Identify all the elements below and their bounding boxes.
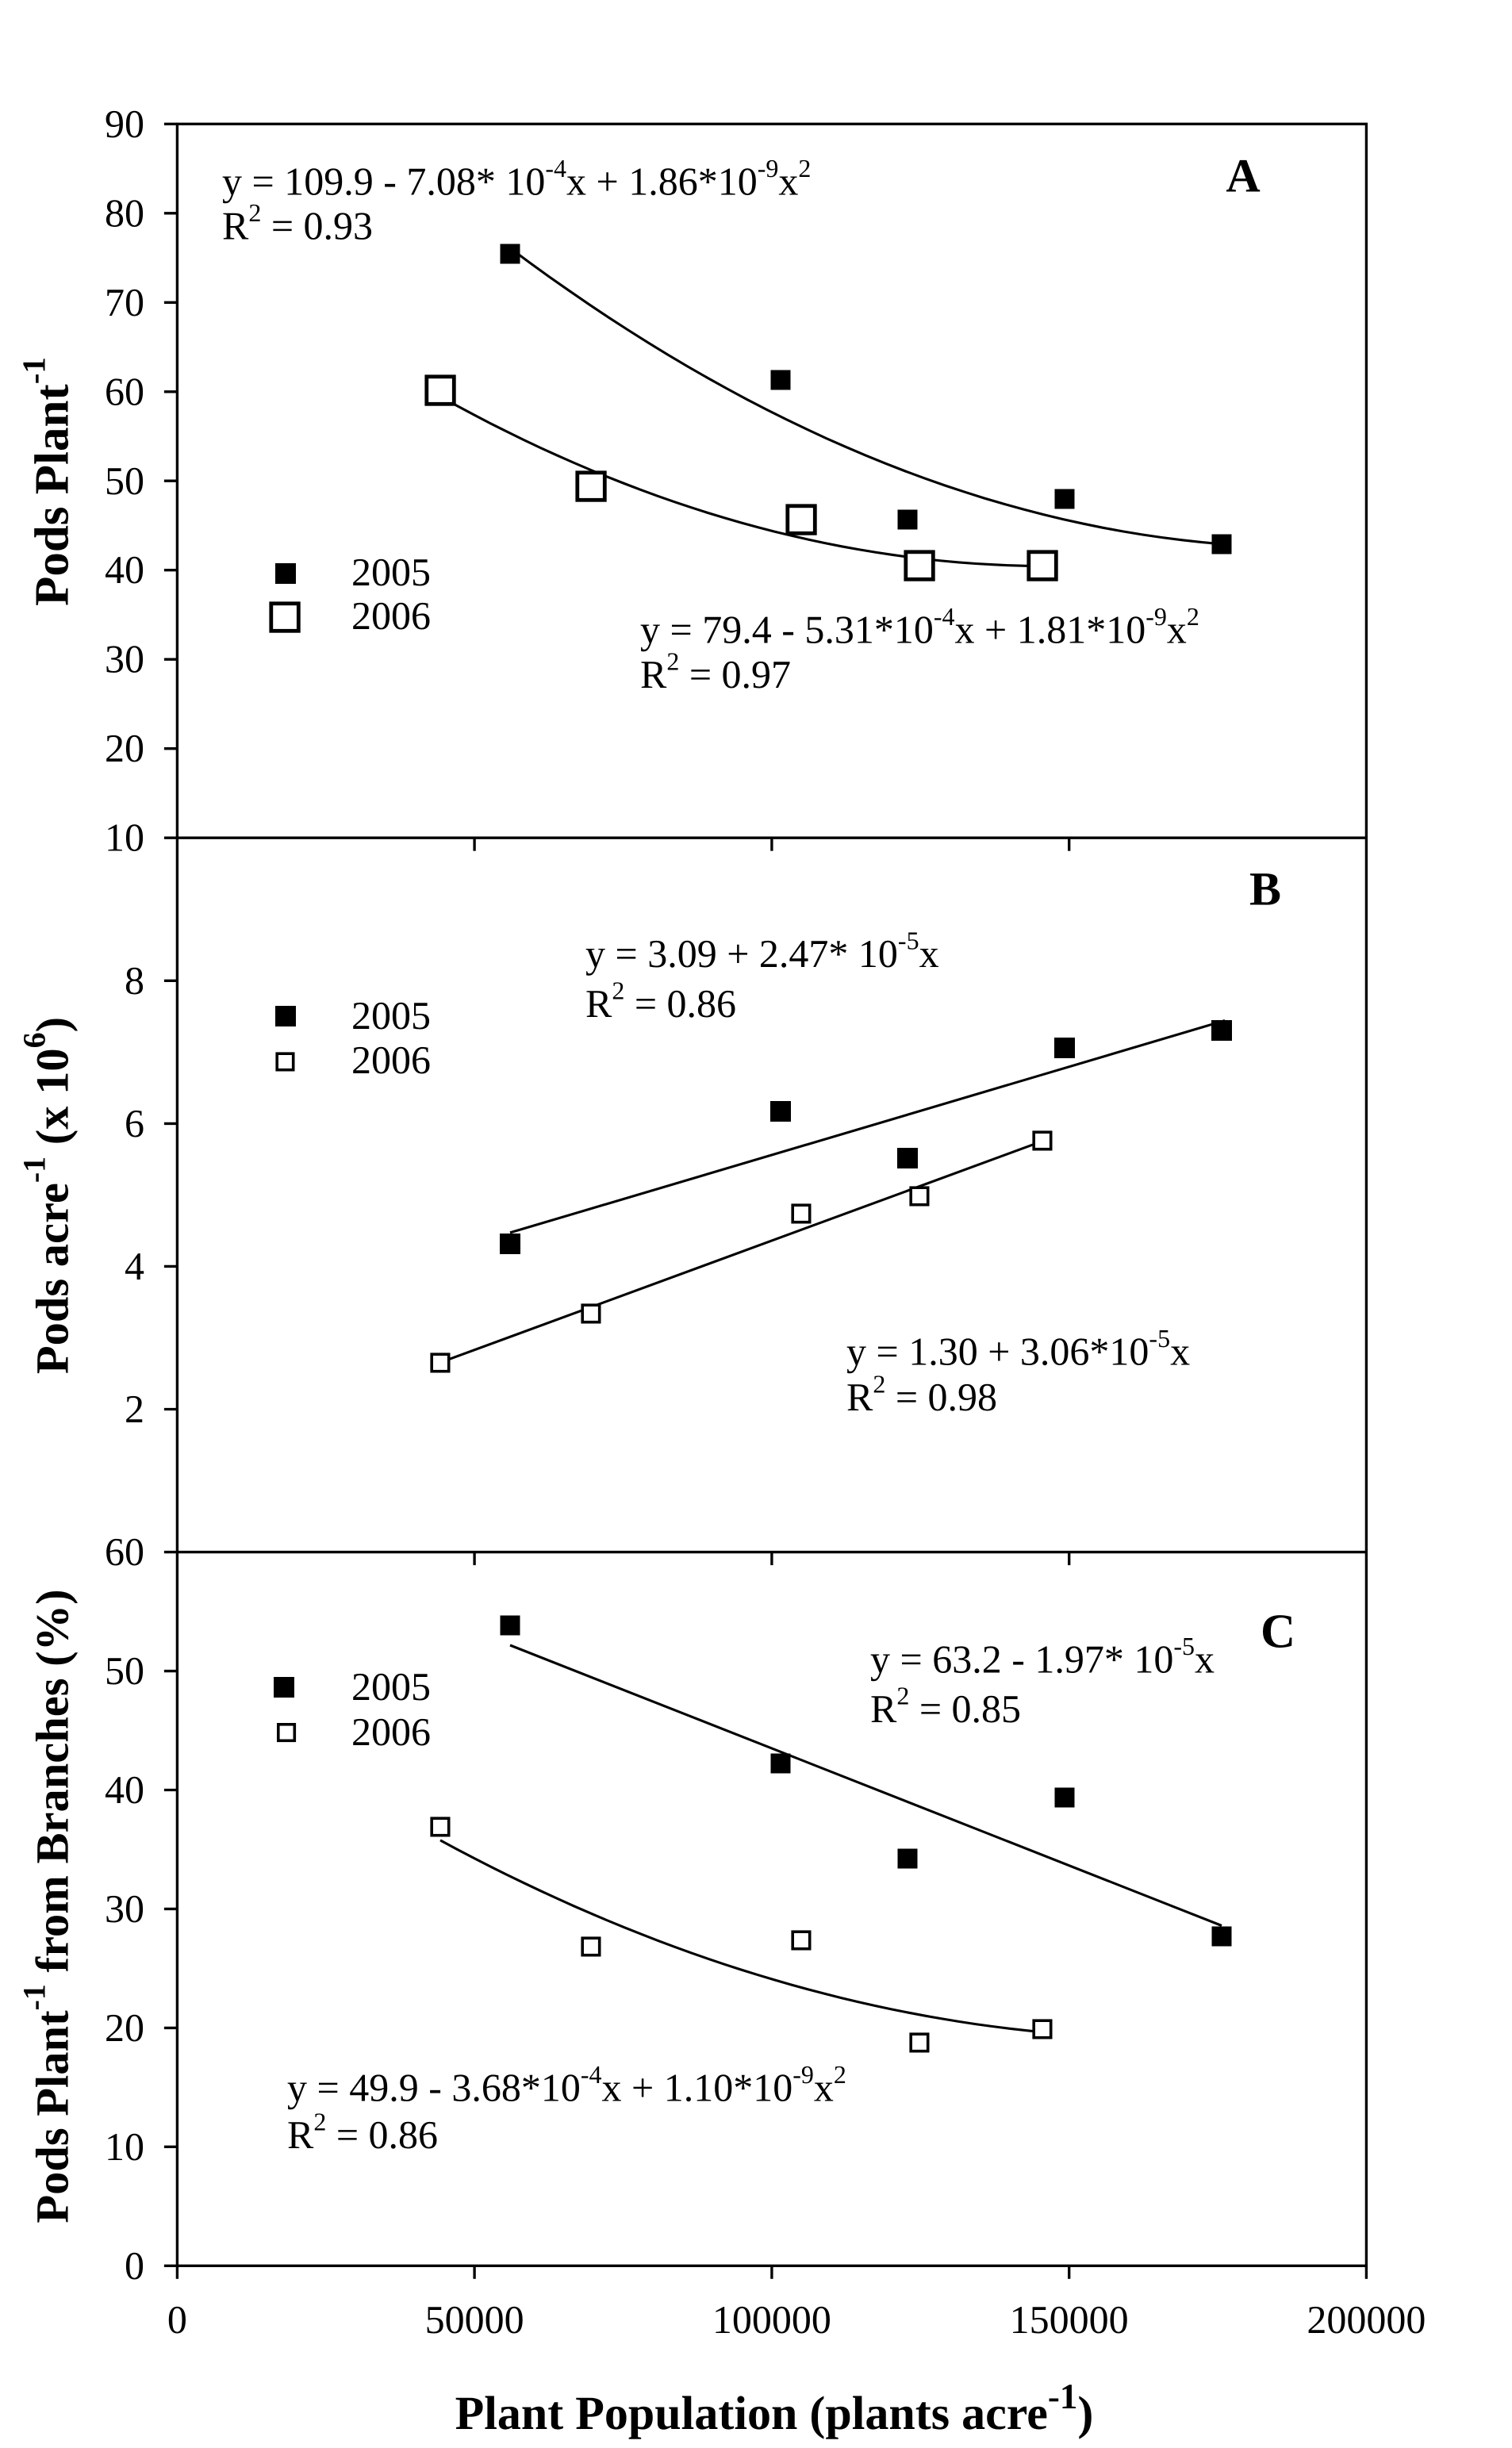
svg-text:50000: 50000 (425, 2297, 524, 2342)
svg-text:150000: 150000 (1010, 2297, 1129, 2342)
svg-text:60: 60 (105, 1529, 144, 1574)
svg-text:B: B (1249, 863, 1281, 915)
svg-text:2006: 2006 (351, 593, 431, 638)
svg-text:20: 20 (105, 2005, 144, 2050)
svg-text:10: 10 (105, 815, 144, 860)
svg-text:80: 80 (105, 190, 144, 235)
svg-text:Pods acre-1 (x 106): Pods acre-1 (x 106) (17, 1017, 79, 1374)
svg-text:R2 = 0.97: R2 = 0.97 (640, 647, 791, 697)
svg-text:C: C (1261, 1606, 1295, 1659)
svg-text:R2 = 0.85: R2 = 0.85 (870, 1682, 1021, 1732)
svg-text:40: 40 (105, 1767, 144, 1812)
svg-text:Pods Plant-1: Pods Plant-1 (16, 357, 79, 606)
svg-text:y = 79.4 - 5.31*10-4x + 1.81*1: y = 79.4 - 5.31*10-4x + 1.81*10-9x2 (640, 602, 1199, 652)
svg-text:R2 = 0.93: R2 = 0.93 (222, 198, 373, 248)
svg-text:2: 2 (125, 1387, 144, 1431)
svg-text:2006: 2006 (351, 1038, 431, 1082)
svg-text:70: 70 (105, 280, 144, 324)
svg-text:y = 3.09 + 2.47* 10-5x: y = 3.09 + 2.47* 10-5x (585, 927, 939, 977)
svg-text:R2 = 0.98: R2 = 0.98 (846, 1370, 997, 1420)
svg-text:8: 8 (125, 958, 144, 1003)
svg-text:A: A (1226, 150, 1260, 202)
svg-text:Plant Population (plants acre-: Plant Population (plants acre-1) (455, 2377, 1094, 2439)
svg-text:200000: 200000 (1307, 2297, 1426, 2342)
svg-text:10: 10 (105, 2124, 144, 2169)
svg-text:0: 0 (167, 2297, 187, 2342)
svg-text:R2 = 0.86: R2 = 0.86 (585, 977, 736, 1026)
svg-text:0: 0 (125, 2243, 144, 2288)
svg-text:6: 6 (125, 1101, 144, 1145)
svg-text:2006: 2006 (351, 1709, 431, 1754)
svg-text:2005: 2005 (351, 550, 431, 594)
svg-text:100000: 100000 (712, 2297, 831, 2342)
svg-text:2005: 2005 (351, 1664, 431, 1709)
svg-text:40: 40 (105, 547, 144, 592)
svg-text:50: 50 (105, 459, 144, 503)
svg-text:4: 4 (125, 1244, 144, 1288)
svg-text:50: 50 (105, 1648, 144, 1693)
svg-text:R2 = 0.86: R2 = 0.86 (287, 2108, 438, 2158)
svg-text:60: 60 (105, 369, 144, 413)
svg-text:y = 109.9 - 7.08* 10-4x + 1.86: y = 109.9 - 7.08* 10-4x + 1.86*10-9x2 (222, 154, 811, 204)
svg-text:y = 49.9 - 3.68*10-4x + 1.10*1: y = 49.9 - 3.68*10-4x + 1.10*10-9x2 (287, 2060, 846, 2110)
svg-text:20: 20 (105, 726, 144, 770)
svg-text:Pods Plant-1 from Branches (%): Pods Plant-1 from Branches (%) (17, 1589, 79, 2223)
svg-text:30: 30 (105, 1886, 144, 1931)
svg-text:30: 30 (105, 637, 144, 681)
svg-text:2005: 2005 (351, 993, 431, 1038)
svg-text:y = 1.30 + 3.06*10-5x: y = 1.30 + 3.06*10-5x (846, 1324, 1190, 1374)
svg-text:90: 90 (105, 102, 144, 146)
svg-text:y = 63.2 - 1.97* 10-5x: y = 63.2 - 1.97* 10-5x (870, 1632, 1215, 1682)
